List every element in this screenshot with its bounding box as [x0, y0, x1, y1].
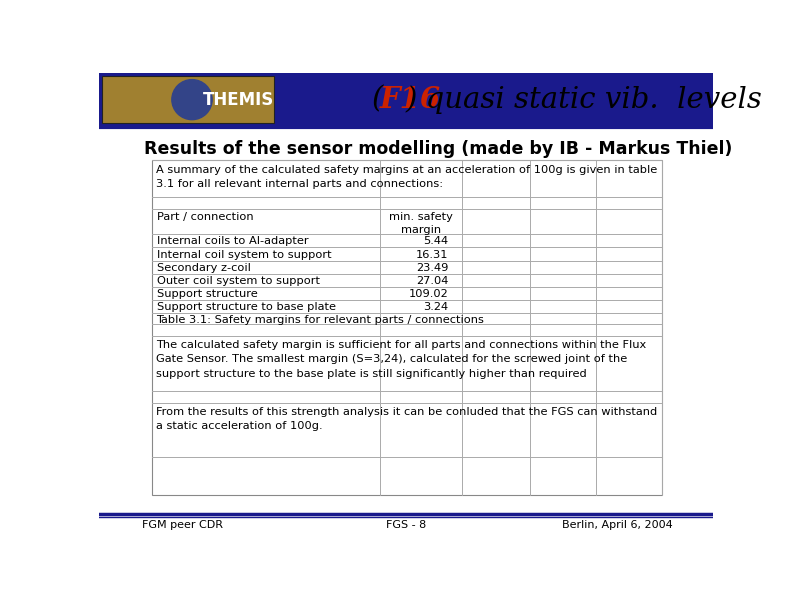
- Bar: [152, 160, 661, 495]
- Text: Outer coil system to support: Outer coil system to support: [157, 276, 320, 286]
- Text: Table 3.1: Safety margins for relevant parts / connections: Table 3.1: Safety margins for relevant p…: [156, 315, 484, 325]
- Text: ) quasi static vib.  levels: ) quasi static vib. levels: [406, 85, 763, 114]
- Text: A summary of the calculated safety margins at an acceleration of 100g is given i: A summary of the calculated safety margi…: [156, 165, 657, 189]
- Text: Support structure to base plate: Support structure to base plate: [157, 302, 336, 312]
- Text: 3.24: 3.24: [424, 302, 448, 312]
- Text: F16: F16: [379, 85, 440, 114]
- Text: From the results of this strength analysis it can be conluded that the FGS can w: From the results of this strength analys…: [156, 407, 657, 431]
- Text: Internal coil system to support: Internal coil system to support: [157, 250, 332, 259]
- Text: Berlin, April 6, 2004: Berlin, April 6, 2004: [562, 520, 672, 529]
- Text: Internal coils to Al-adapter: Internal coils to Al-adapter: [157, 236, 309, 246]
- Text: 27.04: 27.04: [416, 276, 448, 286]
- Text: The calculated safety margin is sufficient for all parts and connections within : The calculated safety margin is sufficie…: [156, 340, 646, 379]
- Text: Results of the sensor modelling (made by IB - Markus Thiel): Results of the sensor modelling (made by…: [144, 140, 733, 158]
- Circle shape: [172, 80, 212, 119]
- Text: min. safety
margin: min. safety margin: [389, 212, 452, 235]
- Text: (: (: [371, 86, 383, 114]
- Text: 16.31: 16.31: [416, 250, 448, 259]
- Text: Part / connection: Part / connection: [157, 212, 253, 222]
- Bar: [99, 73, 713, 126]
- Text: FGS - 8: FGS - 8: [386, 520, 426, 529]
- Bar: [102, 76, 274, 124]
- Text: FGM peer CDR: FGM peer CDR: [142, 520, 223, 529]
- Text: Support structure: Support structure: [157, 289, 258, 299]
- Text: THEMIS: THEMIS: [203, 91, 274, 108]
- Text: Secondary z-coil: Secondary z-coil: [157, 263, 251, 273]
- Text: 5.44: 5.44: [424, 236, 448, 246]
- Text: 109.02: 109.02: [409, 289, 448, 299]
- Text: 23.49: 23.49: [416, 263, 448, 273]
